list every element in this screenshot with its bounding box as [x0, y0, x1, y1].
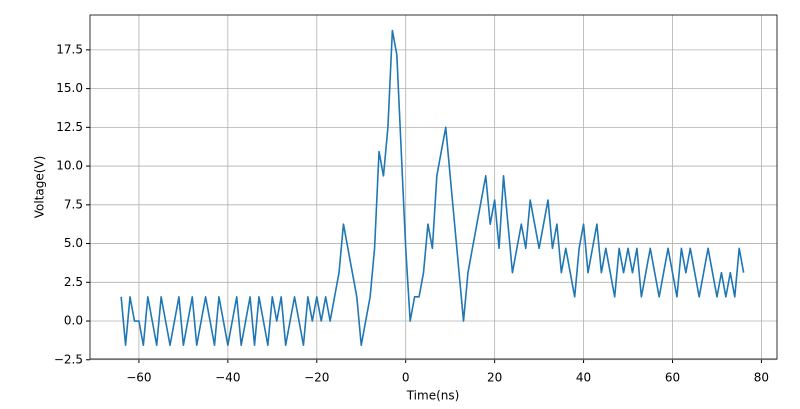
y-tick-label: 5.0: [64, 236, 83, 250]
y-tick-label: 15.0: [56, 81, 83, 95]
x-axis-label: Time(ns): [406, 389, 460, 403]
y-tick-label: 2.5: [64, 275, 83, 289]
x-tick-label: −40: [215, 371, 240, 385]
y-tick-label: 12.5: [56, 120, 83, 134]
x-tick-label: −20: [304, 371, 329, 385]
y-tick-label: 10.0: [56, 159, 83, 173]
plot-frame: [89, 14, 778, 360]
y-tick-label: 7.5: [64, 197, 83, 211]
y-tick-label: 17.5: [56, 42, 83, 56]
x-tick-label: 60: [665, 371, 680, 385]
x-tick-label: 40: [576, 371, 591, 385]
x-tick-label: 20: [487, 371, 502, 385]
y-axis-label: Voltage(V): [33, 156, 47, 219]
x-tick-label: −60: [126, 371, 151, 385]
x-tick-label: 80: [754, 371, 769, 385]
x-tick-label: 0: [402, 371, 410, 385]
line: [120, 29, 745, 347]
y-tick-label: 0.0: [64, 314, 83, 328]
y-tick-label: −2.5: [54, 352, 83, 366]
